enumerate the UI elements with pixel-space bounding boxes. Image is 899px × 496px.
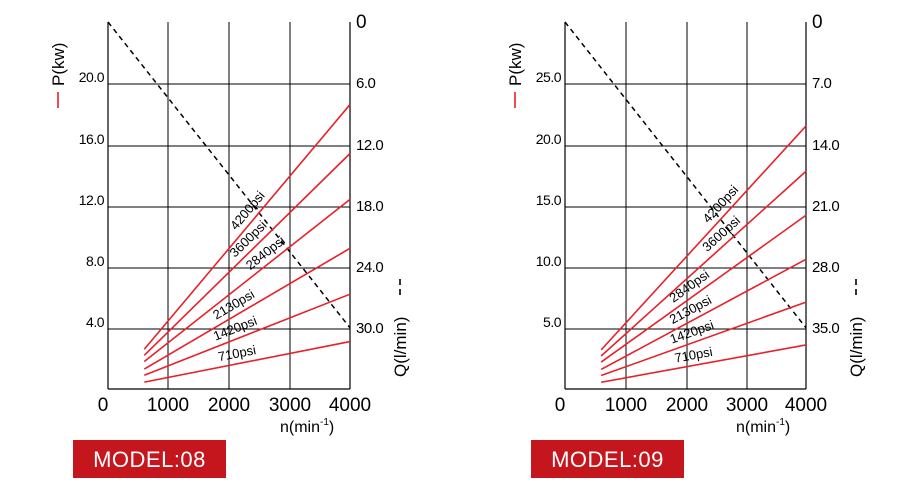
q-axis-label: Q(l/min) [391,317,410,377]
series-label: 710psi [217,342,258,364]
right-tick-label: 35.0 [812,320,839,337]
right-tick-label: 30.0 [356,320,383,337]
x-tick-label: 3000 [726,395,768,416]
x-axis-label-end: ) [329,419,334,436]
right-tick-label: 24.0 [356,259,383,276]
right-tick-label: 14.0 [812,137,839,154]
left-tick-label: 20.0 [536,131,562,147]
q-axis-label-group: Q(l/min) [391,279,410,377]
left-tick-label: 10.0 [536,253,562,269]
series-label: 710psi [673,344,713,366]
series-line-710psi [601,344,807,384]
model-label: MODEL:08 [93,447,206,472]
right-tick-label: 0 [812,12,822,33]
x-tick-label: 4000 [785,395,827,416]
series-line-2130psi [600,258,807,371]
left-tick-label: 8.0 [86,253,105,269]
x-axis-label-main: n(min [280,419,320,436]
x-tick-label: 1000 [147,395,189,416]
series-line-4200psi [600,125,807,351]
x-tick-label: 3000 [269,395,311,416]
right-tick-label: 21.0 [812,198,839,215]
q-axis-label: Q(l/min) [847,317,866,377]
left-tick-label: 4.0 [86,314,105,330]
series-line-2840psi [143,198,351,363]
left-tick-label: 5.0 [543,314,562,330]
x-axis-label: n(min-1) [736,417,790,436]
chart-1: 20.0 16.0 12.0 8.0 4.0 0 6.0 12.0 18.0 24.0 30.0 0 1… [49,12,410,478]
x-tick-label: 4000 [329,395,371,416]
x-tick-label: 0 [555,395,566,416]
x-tick-label: 1000 [605,395,647,416]
left-tick-label: 15.0 [536,192,562,208]
left-tick-label: 20.0 [79,69,105,85]
model-badge [531,440,684,478]
series-line-3600psi [600,170,807,357]
left-tick-label: 25.0 [536,69,562,85]
chart-2: 25.0 20.0 15.0 10.0 5.0 0 7.0 14.0 21.0 28.0 35.0 0… [506,12,866,478]
x-tick-label: 2000 [666,395,708,416]
series-line-1420psi [144,293,351,376]
grid [565,22,806,389]
x-axis-label-sup: -1 [776,417,785,428]
flow-line [107,21,351,329]
flow-line [564,21,807,329]
left-tick-label: 16.0 [79,131,105,147]
right-tick-label: 12.0 [356,137,383,154]
series-line-3600psi [143,152,351,356]
x-axis-label: n(min-1) [280,417,334,436]
model-label: MODEL:09 [551,447,664,472]
series-line-710psi [144,340,351,383]
left-tick-label: 12.0 [79,192,105,208]
model-badge [73,440,226,478]
p-axis-label: P(kw) [506,43,525,86]
series-line-2840psi [600,214,807,363]
x-tick-label: 0 [98,395,109,416]
series-line-4200psi [143,104,351,350]
series-line-1420psi [600,301,807,377]
x-axis-label-sup: -1 [320,417,329,428]
grid [108,22,350,389]
x-axis-label-main: n(min [736,419,776,436]
right-tick-label: 28.0 [812,259,839,276]
right-tick-label: 7.0 [812,75,832,92]
x-axis-label-end: ) [785,419,790,436]
series-line-2130psi [143,247,351,370]
q-axis-label-group: Q(l/min) [847,279,866,377]
right-tick-label: 6.0 [356,75,376,92]
right-tick-label: 18.0 [356,198,383,215]
right-tick-label: 0 [356,12,366,33]
p-axis-label-group: P(kw) [49,43,68,108]
x-tick-label: 2000 [208,395,250,416]
p-axis-label-group: P(kw) [506,43,525,108]
p-axis-label: P(kw) [49,43,68,86]
